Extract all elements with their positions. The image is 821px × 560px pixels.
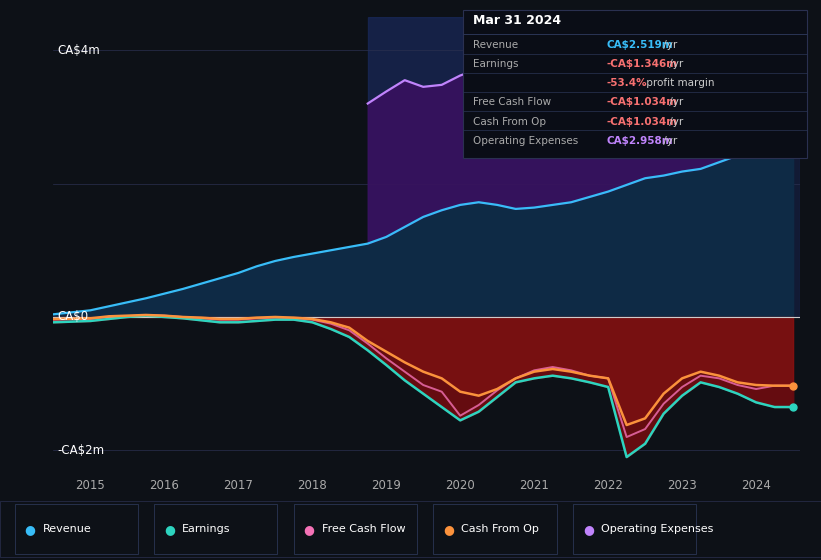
Text: Free Cash Flow: Free Cash Flow — [473, 97, 551, 108]
Text: ●: ● — [164, 522, 175, 536]
Text: /yr: /yr — [666, 59, 683, 69]
Text: ●: ● — [304, 522, 314, 536]
Text: ●: ● — [25, 522, 35, 536]
Text: ●: ● — [583, 522, 594, 536]
Text: -CA$1.034m: -CA$1.034m — [607, 116, 678, 127]
Bar — [368, 17, 719, 317]
Text: Earnings: Earnings — [182, 524, 231, 534]
Text: -53.4%: -53.4% — [607, 78, 647, 88]
Text: Earnings: Earnings — [473, 59, 518, 69]
Text: Revenue: Revenue — [43, 524, 91, 534]
Text: Revenue: Revenue — [473, 40, 518, 50]
Text: Operating Expenses: Operating Expenses — [601, 524, 713, 534]
Text: Cash From Op: Cash From Op — [461, 524, 539, 534]
Text: Free Cash Flow: Free Cash Flow — [322, 524, 406, 534]
Text: /yr: /yr — [666, 116, 683, 127]
Text: CA$2.519m: CA$2.519m — [607, 40, 673, 50]
Text: ●: ● — [443, 522, 454, 536]
Text: Operating Expenses: Operating Expenses — [473, 136, 578, 146]
Text: CA$0: CA$0 — [57, 310, 88, 324]
Text: -CA$1.034m: -CA$1.034m — [607, 97, 678, 108]
Text: -CA$1.346m: -CA$1.346m — [607, 59, 678, 69]
Text: CA$2.958m: CA$2.958m — [607, 136, 673, 146]
Text: /yr: /yr — [666, 97, 683, 108]
Text: -CA$2m: -CA$2m — [57, 444, 104, 457]
Text: Cash From Op: Cash From Op — [473, 116, 546, 127]
Text: /yr: /yr — [660, 40, 677, 50]
Text: Mar 31 2024: Mar 31 2024 — [473, 15, 561, 27]
Text: CA$4m: CA$4m — [57, 44, 100, 57]
Text: /yr: /yr — [660, 136, 677, 146]
Bar — [719, 17, 800, 317]
Text: profit margin: profit margin — [644, 78, 715, 88]
